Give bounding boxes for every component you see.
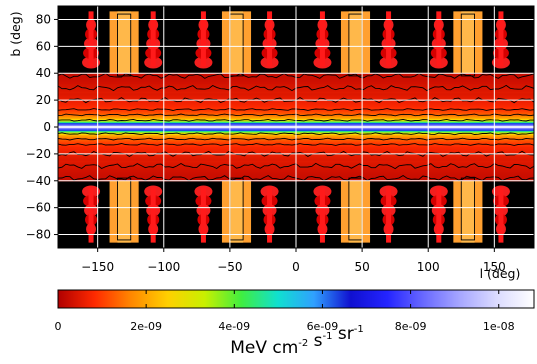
plateau-core: [117, 11, 131, 74]
unit-base-part: MeV cm: [230, 338, 298, 358]
x-tick-label: −50: [217, 260, 242, 274]
x-tick-label: 150: [483, 260, 506, 274]
x-axis-ticks: −150 −100 −50 0 50 100 150: [81, 248, 506, 274]
y-tick-label: −60: [26, 201, 51, 215]
colorbar-tick-label: 2e-09: [130, 320, 162, 333]
y-axis-label: b (deg): [8, 11, 23, 56]
plateau-contour: [460, 13, 475, 77]
x-tick-label: −100: [147, 260, 180, 274]
plateau-core: [461, 180, 475, 243]
colorbar-tick-label: 6e-09: [307, 320, 339, 333]
colorbar-ticks: 0 2e-09 4e-09 6e-09 8e-09 1e-08: [55, 290, 515, 333]
y-axis-ticks: 80 60 40 20 0 −20 −40 −60 −80: [26, 12, 58, 242]
x-tick-label: 100: [417, 260, 440, 274]
y-tick-label: −40: [26, 174, 51, 188]
y-tick-label: 60: [36, 39, 51, 53]
plateau-contour: [117, 177, 132, 241]
y-tick-label: −20: [26, 147, 51, 161]
colorbar-tick-label: 8e-09: [395, 320, 427, 333]
unit-exponent: -1: [354, 324, 364, 335]
unit-exponent: -1: [323, 331, 333, 342]
plateau-core: [117, 180, 131, 243]
colorbar-tick-label: 4e-09: [218, 320, 250, 333]
colorbar: [57, 289, 535, 309]
x-axis-label: l (deg): [480, 266, 521, 281]
plateau-core: [461, 11, 475, 74]
colorbar-tick-label: 1e-08: [483, 320, 515, 333]
y-tick-label: 40: [36, 66, 51, 80]
unit-base-part: s: [308, 331, 322, 351]
plateau-core: [229, 180, 244, 243]
unit-exponent: -2: [298, 338, 308, 349]
x-tick-label: 0: [292, 260, 300, 274]
plateau-contour: [460, 177, 475, 241]
y-tick-label: 80: [36, 12, 51, 26]
grid-layer: [58, 6, 534, 248]
plateau-core: [348, 11, 363, 74]
x-tick-label: −150: [81, 260, 114, 274]
plateau-core: [229, 11, 244, 74]
unit-base-part: sr: [333, 324, 354, 344]
colorbar-tick-label: 0: [55, 320, 62, 333]
y-tick-label: 20: [36, 93, 51, 107]
y-tick-label: −80: [26, 228, 51, 242]
colorbar-unit-label: MeV cm-2 s-1 sr-1: [230, 324, 364, 358]
plateau-core: [348, 180, 363, 243]
plateau-contour: [117, 13, 132, 77]
x-tick-label: 50: [354, 260, 369, 274]
y-tick-label: 0: [43, 120, 51, 134]
